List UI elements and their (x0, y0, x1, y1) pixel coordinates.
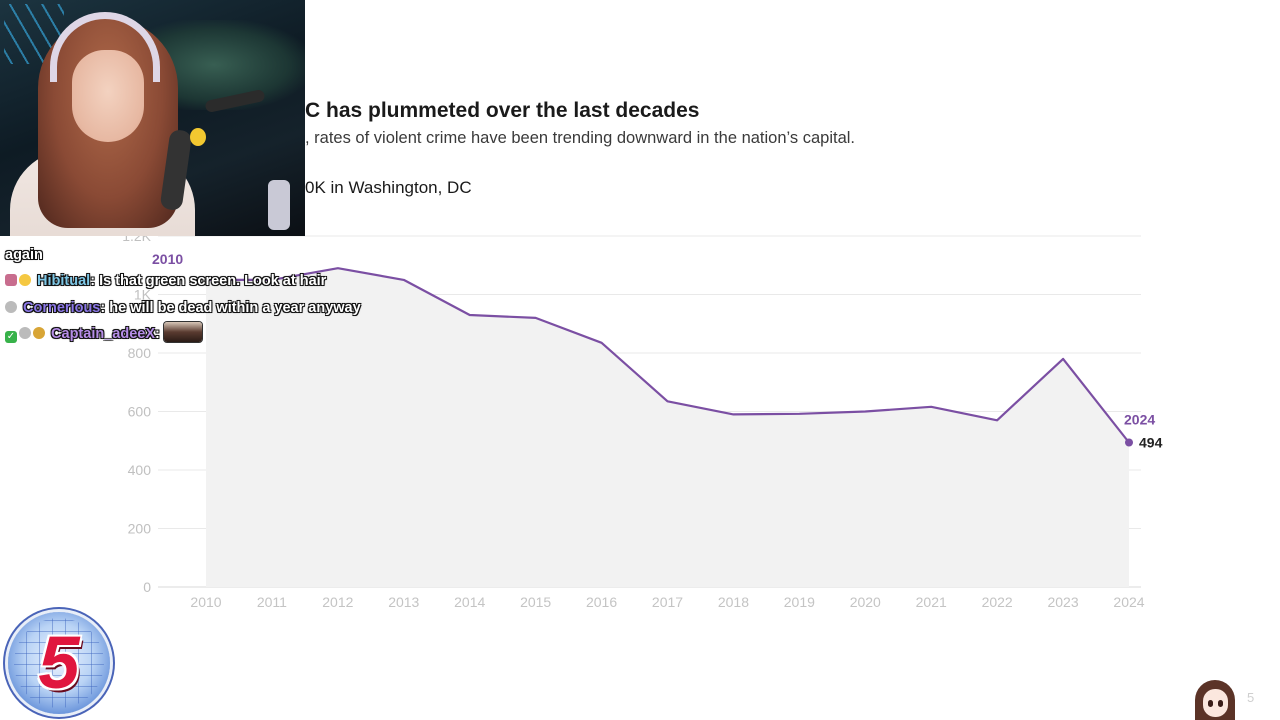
chat-separator: : (90, 273, 96, 290)
chart-caption: 0K in Washington, DC (305, 178, 472, 197)
y-tick-label: 200 (128, 521, 152, 537)
chart-subtitle: , rates of violent crime have been trend… (305, 129, 856, 147)
x-tick-label: 2013 (388, 594, 419, 610)
x-tick-label: 2022 (982, 594, 1013, 610)
chat-separator: : (100, 299, 106, 316)
x-tick-label: 2010 (190, 594, 221, 610)
chat-text: again (5, 247, 43, 263)
x-tick-label: 2014 (454, 594, 485, 610)
x-tick-label: 2024 (1113, 594, 1144, 610)
chat-text: he will be dead within a year anyway (105, 299, 361, 316)
chat-message: Cornerious: he will be dead within a yea… (5, 295, 361, 321)
chart-area-fill (206, 268, 1129, 587)
mascot-count: 5 (1247, 690, 1255, 705)
chat-separator: : (155, 325, 160, 342)
data-point (1125, 438, 1133, 447)
globe-grid-icon (14, 618, 104, 708)
y-tick-label: 1K (134, 287, 152, 303)
webcam-overlay (0, 0, 305, 236)
toy-figure (190, 128, 206, 146)
subscriber-badge-icon (5, 300, 17, 313)
chart-title: C has plummeted over the last decades (305, 99, 700, 122)
x-tick-label: 2019 (784, 594, 815, 610)
chart-series-line (206, 267, 1130, 444)
y-tick-label: 400 (128, 462, 152, 478)
start-year-label: 2010 (152, 251, 183, 267)
x-tick-label: 2011 (257, 594, 287, 610)
chat-overlay: again Hibitual: Is that green screen. Lo… (5, 242, 361, 347)
end-value-label: 494 (1139, 435, 1163, 451)
y-tick-label: 800 (128, 345, 152, 361)
chat-text: Is that green screen. Look at hair (95, 273, 327, 290)
end-year-label: 2024 (1124, 412, 1155, 428)
x-axis-ticks: 2010 2011 2012 2013 2014 2015 2016 2017 2018 2019… (190, 594, 1144, 610)
x-tick-label: 2021 (916, 594, 947, 610)
subscriber-badge-icon (19, 326, 31, 339)
star-badge-icon (19, 274, 31, 287)
x-tick-label: 2018 (718, 594, 749, 610)
mascot-avatar-icon (1192, 676, 1238, 720)
gift-badge-icon (33, 326, 45, 339)
chat-username[interactable]: Captain_adeeX (51, 325, 155, 342)
x-tick-label: 2023 (1047, 594, 1078, 610)
x-tick-label: 2020 (850, 594, 881, 610)
x-tick-label: 2016 (586, 594, 617, 610)
subscriber-badge-icon (5, 274, 17, 287)
headset-icon (50, 12, 160, 82)
chat-username[interactable]: Hibitual (37, 273, 91, 290)
y-tick-label: 0 (143, 579, 151, 595)
chart-points (205, 268, 1133, 447)
x-tick-label: 2015 (520, 594, 551, 610)
chat-message: again (5, 242, 250, 268)
verified-badge-icon: ✓ (5, 330, 17, 343)
emote-icon (163, 321, 202, 342)
rank-badge: 5 (8, 612, 110, 714)
y-tick-label: 600 (128, 404, 152, 420)
x-tick-label: 2012 (322, 594, 353, 610)
x-tick-label: 2017 (652, 594, 683, 610)
rank-number: 5 (38, 621, 80, 704)
bottle (268, 180, 290, 230)
chat-username[interactable]: Cornerious (23, 299, 101, 316)
chat-message: ✓ Captain_adeeX: (5, 321, 250, 347)
chat-message: Hibitual: Is that green screen. Look at … (5, 268, 326, 294)
